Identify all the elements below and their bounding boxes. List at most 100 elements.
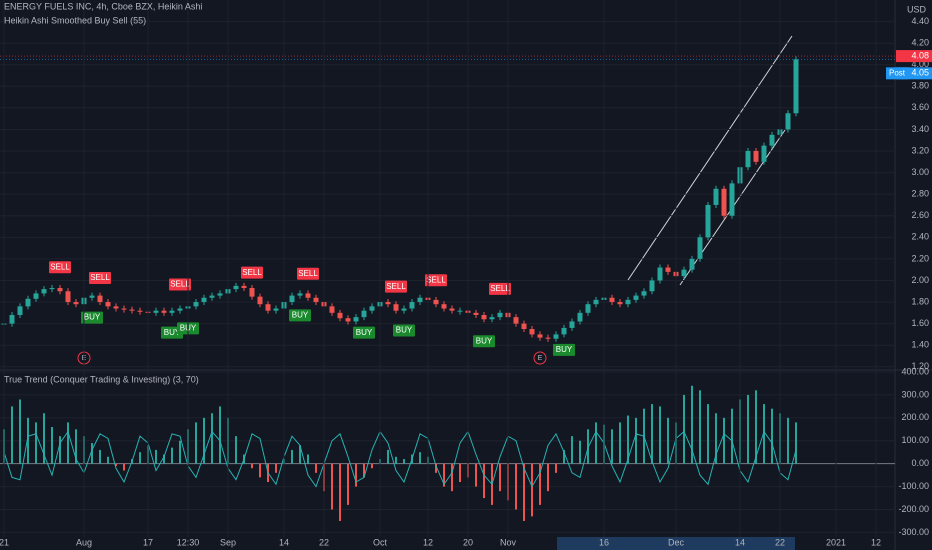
histogram-bar bbox=[515, 463, 517, 510]
x-tick-label: Oct bbox=[373, 537, 388, 547]
candle bbox=[313, 297, 319, 303]
signal-label: SELL bbox=[170, 280, 190, 289]
signal-box bbox=[553, 343, 575, 356]
y-tick-label: 3.20 bbox=[911, 145, 929, 155]
price-tag-label: 4.08 bbox=[911, 50, 929, 60]
candle bbox=[569, 321, 575, 328]
y-tick-label: 2.00 bbox=[911, 275, 929, 285]
signal-box bbox=[353, 326, 375, 339]
signal-box bbox=[169, 278, 191, 291]
histogram-bar bbox=[555, 463, 557, 473]
histogram-bar bbox=[27, 417, 29, 464]
y-tick-label: 2.20 bbox=[911, 253, 929, 263]
signal-label: SELL bbox=[386, 282, 406, 291]
x-tick-label: 22 bbox=[775, 537, 785, 547]
candle bbox=[721, 188, 727, 216]
candle bbox=[193, 302, 199, 307]
histogram-bar bbox=[91, 443, 93, 464]
candle bbox=[537, 334, 543, 338]
signal-label: SELL bbox=[242, 268, 262, 277]
signal-box bbox=[489, 282, 511, 295]
histogram-bar bbox=[123, 463, 125, 471]
candle bbox=[441, 304, 447, 309]
histogram-bar bbox=[579, 440, 581, 464]
signal-box bbox=[385, 280, 407, 293]
candle bbox=[745, 151, 751, 168]
candle bbox=[97, 295, 103, 303]
price-tag-label: 4.05 bbox=[911, 68, 929, 78]
histogram-bar bbox=[443, 463, 445, 487]
histogram-bar bbox=[35, 422, 37, 464]
histogram-bar bbox=[419, 452, 421, 464]
signal-label: SELL bbox=[50, 262, 70, 271]
candle bbox=[785, 113, 791, 130]
candle bbox=[753, 151, 759, 162]
candle bbox=[33, 293, 39, 299]
oscillator-line bbox=[3, 430, 797, 488]
indicator-title: True Trend (Conquer Trading & Investing)… bbox=[4, 374, 199, 384]
candle bbox=[9, 314, 15, 324]
y-tick-label: 100.00 bbox=[901, 435, 929, 445]
candle bbox=[129, 309, 135, 311]
histogram-bar bbox=[99, 449, 101, 464]
candle bbox=[369, 306, 375, 311]
indicator-title: Heikin Ashi Smoothed Buy Sell (55) bbox=[4, 15, 146, 25]
histogram-bar bbox=[219, 406, 221, 464]
y-tick-label: -300.00 bbox=[898, 527, 929, 537]
histogram-bar bbox=[459, 463, 461, 482]
candle bbox=[41, 289, 47, 294]
histogram-bar bbox=[307, 454, 309, 464]
candle bbox=[169, 310, 175, 313]
histogram-bar bbox=[587, 429, 589, 464]
y-tick-label: 1.40 bbox=[911, 340, 929, 350]
signal-box bbox=[473, 335, 495, 348]
candle bbox=[705, 204, 711, 238]
histogram-bar bbox=[107, 456, 109, 464]
signal-box bbox=[89, 272, 111, 285]
time-range-highlight bbox=[557, 537, 795, 550]
candle bbox=[729, 183, 735, 216]
histogram-bar bbox=[627, 415, 629, 464]
candle bbox=[585, 304, 591, 313]
signal-label: BUY bbox=[292, 311, 309, 320]
candle bbox=[241, 285, 247, 289]
candle bbox=[433, 299, 439, 305]
candle bbox=[385, 302, 391, 305]
histogram-bar bbox=[259, 463, 261, 478]
candle bbox=[153, 310, 159, 313]
candle bbox=[697, 237, 703, 259]
signal-box bbox=[289, 309, 311, 322]
signal-label: BUY bbox=[356, 328, 373, 337]
histogram-bar bbox=[43, 413, 45, 464]
candle bbox=[473, 312, 479, 315]
histogram-bar bbox=[363, 463, 365, 478]
histogram-bar bbox=[451, 463, 453, 492]
signal-box bbox=[241, 266, 263, 279]
signal-label: BUY bbox=[84, 313, 101, 322]
candle bbox=[681, 269, 687, 277]
x-tick-label: Aug bbox=[76, 537, 92, 547]
candle bbox=[353, 317, 359, 322]
histogram-bar bbox=[19, 399, 21, 464]
y-tick-label: 1.60 bbox=[911, 318, 929, 328]
signal-label: SELL bbox=[90, 273, 110, 282]
histogram-bar bbox=[331, 463, 333, 510]
candle bbox=[593, 299, 599, 305]
candle bbox=[545, 337, 551, 339]
candle bbox=[257, 296, 263, 305]
x-tick-label: 12 bbox=[423, 537, 433, 547]
candle bbox=[481, 314, 487, 320]
signal-label: BUY bbox=[556, 345, 573, 354]
histogram-bar bbox=[371, 463, 373, 469]
candle bbox=[641, 291, 647, 296]
histogram-bar bbox=[755, 390, 757, 464]
histogram-bar bbox=[611, 429, 613, 464]
signal-label: BUY bbox=[476, 336, 493, 345]
y-tick-label: 200.00 bbox=[901, 412, 929, 422]
candle bbox=[337, 312, 343, 319]
histogram-bar bbox=[483, 463, 485, 499]
candle bbox=[265, 304, 271, 311]
candle bbox=[609, 297, 615, 303]
